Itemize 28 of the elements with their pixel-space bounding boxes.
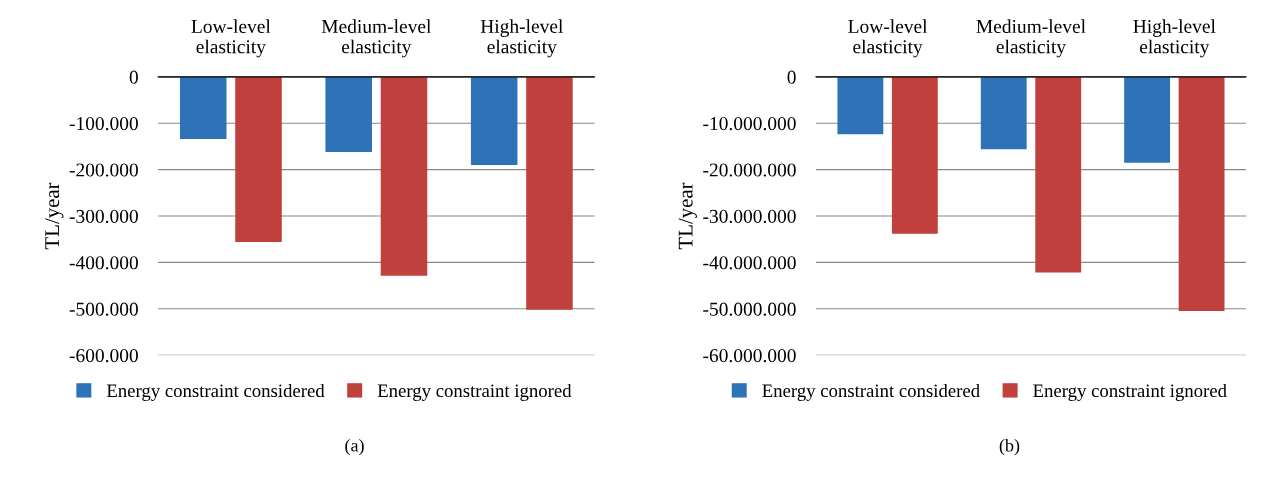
y-tick-label: 0 [129, 70, 138, 84]
y-tick-label: -50.000.000 [703, 302, 796, 316]
y-tick-label: -600.000 [69, 349, 138, 363]
y-tick-label: -500.000 [69, 302, 138, 316]
y-tick-label: -100.000 [69, 117, 138, 131]
text: (a) [345, 438, 364, 456]
y-tick-label: -40.000.000 [703, 256, 796, 270]
y-tick-label: -30.000.000 [703, 209, 796, 224]
x-tick-label: Low-level elasticity [191, 19, 271, 58]
y-tick-label: 0 [787, 70, 796, 84]
text: (b) [999, 438, 1020, 456]
x-tick-label: Low-level elasticity [848, 19, 928, 58]
y-tick-label: -10.000.000 [703, 117, 796, 131]
legend-label: Energy constraint considered [106, 383, 325, 401]
x-tick-label: Medium-level elasticity [976, 19, 1086, 58]
y-axis-title: TL/year [678, 182, 697, 250]
x-tick-label: Medium-level elasticity [321, 19, 432, 58]
legend-label: Energy constraint ignored [377, 383, 572, 401]
x-tick-label: High-level elasticity [1133, 19, 1216, 58]
y-tick-label: -200.000 [69, 163, 138, 177]
x-tick-label: High-level elasticity [480, 19, 563, 58]
legend-label: Energy constraint considered [762, 383, 980, 401]
y-tick-label: -300.000 [69, 209, 138, 224]
y-tick-label: -60.000.000 [703, 349, 796, 363]
y-axis-title: TL/year [45, 182, 64, 250]
legend-label: Energy constraint ignored [1033, 383, 1227, 401]
y-tick-label: -20.000.000 [703, 163, 796, 177]
y-tick-label: -400.000 [69, 256, 138, 270]
